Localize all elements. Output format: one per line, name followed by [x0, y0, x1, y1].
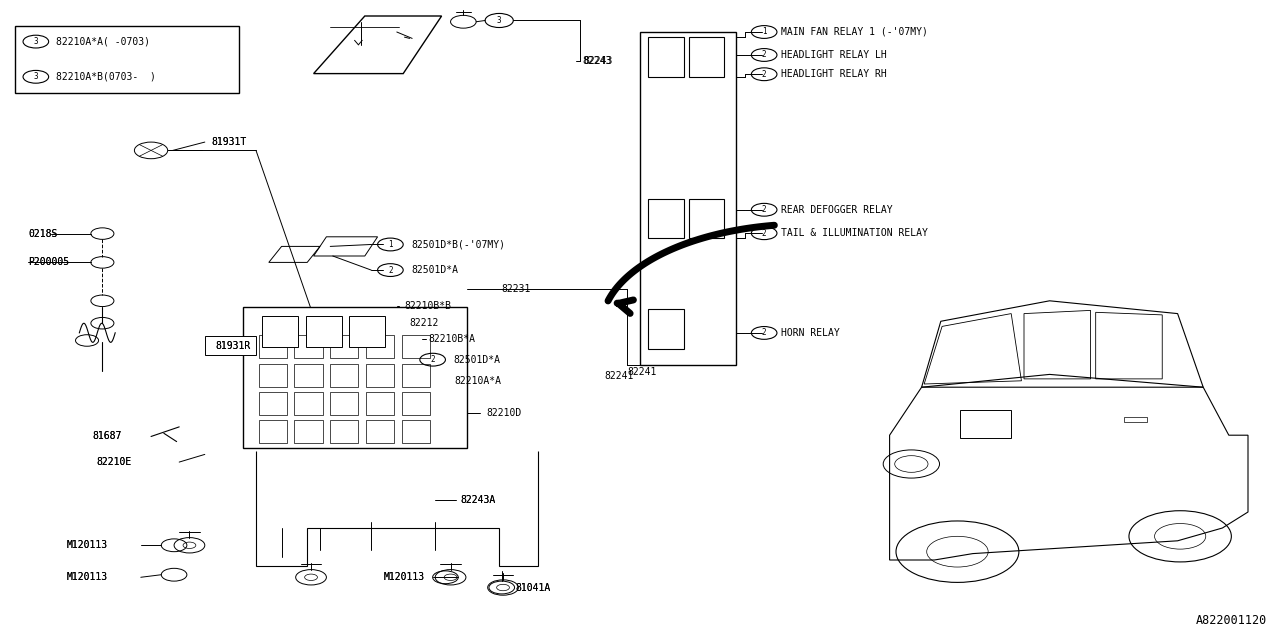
Bar — [294, 420, 323, 443]
Bar — [306, 316, 342, 347]
Bar — [262, 316, 298, 347]
Text: 81041A: 81041A — [516, 582, 552, 593]
Bar — [243, 307, 467, 448]
Text: M120113: M120113 — [67, 540, 108, 550]
Text: 1: 1 — [388, 240, 393, 249]
Bar — [366, 335, 394, 358]
Text: 82210B*B: 82210B*B — [404, 301, 452, 311]
Text: 82243A: 82243A — [461, 495, 497, 506]
Text: 82210D: 82210D — [486, 408, 522, 418]
Bar — [15, 26, 239, 93]
Bar — [294, 335, 323, 358]
Bar — [366, 364, 394, 387]
Bar — [402, 364, 430, 387]
Bar — [689, 37, 724, 77]
Bar — [648, 198, 684, 238]
Text: HORN RELAY: HORN RELAY — [781, 328, 840, 338]
Text: 82501D*A: 82501D*A — [411, 265, 458, 275]
Text: 2: 2 — [762, 328, 767, 337]
Bar — [402, 392, 430, 415]
Text: TAIL & ILLUMINATION RELAY: TAIL & ILLUMINATION RELAY — [781, 228, 928, 238]
Text: 81687: 81687 — [92, 431, 122, 442]
Text: 82501D*A: 82501D*A — [453, 355, 500, 365]
Text: HEADLIGHT RELAY LH: HEADLIGHT RELAY LH — [781, 50, 887, 60]
Bar — [402, 420, 430, 443]
Bar — [648, 309, 684, 349]
Text: HEADLIGHT RELAY RH: HEADLIGHT RELAY RH — [781, 69, 887, 79]
Text: 0218S: 0218S — [28, 228, 58, 239]
Bar — [1124, 417, 1147, 422]
Text: 82210A*A( -0703): 82210A*A( -0703) — [56, 36, 150, 47]
Text: M120113: M120113 — [67, 572, 108, 582]
Text: 0218S: 0218S — [28, 228, 58, 239]
Bar — [259, 392, 287, 415]
Text: 81931R: 81931R — [215, 340, 251, 351]
Bar — [640, 32, 736, 365]
Text: 81931T: 81931T — [211, 137, 247, 147]
Text: 82231: 82231 — [502, 284, 531, 294]
Text: 3: 3 — [33, 37, 38, 46]
Text: 82210A*B(0703-  ): 82210A*B(0703- ) — [56, 72, 156, 82]
Bar — [294, 392, 323, 415]
Bar — [689, 198, 724, 238]
Bar — [648, 37, 684, 77]
Text: M120113: M120113 — [67, 572, 108, 582]
Text: M120113: M120113 — [384, 572, 425, 582]
Bar — [402, 335, 430, 358]
Text: 3: 3 — [497, 16, 502, 25]
Text: 81687: 81687 — [92, 431, 122, 442]
Text: 82210E: 82210E — [96, 457, 132, 467]
Bar — [366, 420, 394, 443]
Text: 2: 2 — [762, 205, 767, 214]
Bar — [960, 410, 1011, 438]
Text: 3: 3 — [33, 72, 38, 81]
Text: 2: 2 — [762, 228, 767, 237]
Text: 82243: 82243 — [584, 56, 613, 66]
Text: MAIN FAN RELAY 1 (-'07MY): MAIN FAN RELAY 1 (-'07MY) — [781, 27, 928, 37]
Text: 2: 2 — [430, 355, 435, 364]
Text: 82210E: 82210E — [96, 457, 132, 467]
Text: M120113: M120113 — [384, 572, 425, 582]
Bar — [330, 335, 358, 358]
Bar — [259, 364, 287, 387]
Text: 2: 2 — [388, 266, 393, 275]
Text: 81041A: 81041A — [516, 582, 552, 593]
Text: 2: 2 — [762, 51, 767, 60]
Text: 82241: 82241 — [627, 367, 657, 378]
Text: 82243: 82243 — [582, 56, 612, 66]
Bar — [205, 336, 256, 355]
Text: 81931R: 81931R — [215, 340, 251, 351]
Text: 1: 1 — [762, 28, 767, 36]
Text: 82243A: 82243A — [461, 495, 497, 506]
Bar — [349, 316, 385, 347]
Bar — [294, 364, 323, 387]
Bar — [259, 335, 287, 358]
Text: 82212: 82212 — [410, 317, 439, 328]
Text: 2: 2 — [762, 70, 767, 79]
Text: 82241: 82241 — [604, 371, 634, 381]
Text: 82210B*A: 82210B*A — [429, 334, 476, 344]
Text: A822001120: A822001120 — [1196, 614, 1267, 627]
Bar — [330, 420, 358, 443]
Bar — [330, 392, 358, 415]
Bar — [366, 392, 394, 415]
Text: 81931T: 81931T — [211, 137, 247, 147]
Text: REAR DEFOGGER RELAY: REAR DEFOGGER RELAY — [781, 205, 892, 215]
Bar — [330, 364, 358, 387]
Text: M120113: M120113 — [67, 540, 108, 550]
Text: 82501D*B(-'07MY): 82501D*B(-'07MY) — [411, 239, 504, 250]
Text: P200005: P200005 — [28, 257, 69, 268]
Text: 82210A*A: 82210A*A — [454, 376, 502, 386]
Bar — [259, 420, 287, 443]
Text: P200005: P200005 — [28, 257, 69, 268]
